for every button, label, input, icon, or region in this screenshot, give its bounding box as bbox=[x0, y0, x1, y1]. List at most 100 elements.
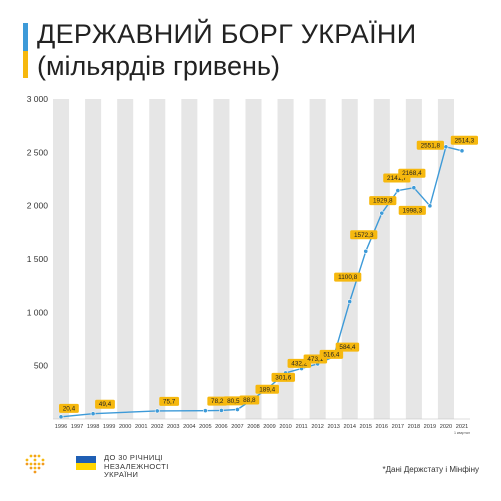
x-tick-label: 2018 bbox=[408, 424, 420, 430]
x-axis-note: 1 квартал bbox=[454, 431, 470, 435]
data-label: 2168,4 bbox=[402, 170, 422, 177]
logo-dot bbox=[33, 470, 37, 474]
x-tick-label: 2017 bbox=[392, 424, 404, 430]
data-label: 1100,8 bbox=[338, 274, 358, 281]
logo-dot bbox=[25, 458, 29, 462]
grid-stripe bbox=[277, 99, 294, 419]
x-tick-label: 2005 bbox=[199, 424, 211, 430]
data-label-bg bbox=[319, 349, 344, 359]
y-tick-label: 1 500 bbox=[27, 254, 49, 264]
data-label: 1998,3 bbox=[403, 207, 423, 214]
data-label-bg bbox=[239, 395, 260, 405]
data-label: 584,4 bbox=[339, 344, 355, 351]
y-tick-label: 1 000 bbox=[27, 307, 49, 317]
data-label: 88,8 bbox=[243, 397, 256, 404]
data-label-bg bbox=[271, 372, 296, 382]
anniversary-text: ДО 30 РІЧНИЦІ НЕЗАЛЕЖНОСТІ УКРАЇНИ bbox=[104, 453, 169, 480]
title-accent-yellow bbox=[23, 50, 28, 78]
x-tick-label: 2006 bbox=[215, 424, 227, 430]
data-point bbox=[379, 210, 385, 216]
data-point bbox=[58, 414, 64, 420]
grid-stripe bbox=[181, 99, 198, 419]
logo-dot bbox=[33, 458, 37, 462]
x-tick-label: 2001 bbox=[135, 424, 147, 430]
x-tick-label: 2011 bbox=[296, 424, 308, 430]
x-tick-label: 2020 bbox=[440, 424, 452, 430]
grid-stripe bbox=[117, 99, 134, 419]
data-label-bg bbox=[398, 168, 426, 178]
source-note: *Дані Держстату і Мінфіну bbox=[382, 465, 479, 474]
page-subtitle: (мільярдів гривень) bbox=[37, 51, 280, 81]
grid-stripe bbox=[245, 99, 262, 419]
x-tick-label: 2009 bbox=[263, 424, 275, 430]
data-label: 78,2 bbox=[211, 398, 224, 405]
x-tick-label: 2014 bbox=[343, 424, 355, 430]
logo-dot bbox=[41, 458, 45, 462]
x-tick-label: 2007 bbox=[231, 424, 243, 430]
logo-dot bbox=[33, 462, 37, 466]
x-tick-label: 2012 bbox=[311, 424, 323, 430]
x-tick-label: 2016 bbox=[376, 424, 388, 430]
flag-blue-stripe bbox=[76, 456, 96, 463]
grid-stripe bbox=[373, 99, 390, 419]
data-label: 432,2 bbox=[291, 360, 307, 367]
anniversary-line-1: ДО 30 РІЧНИЦІ bbox=[104, 453, 164, 462]
data-point bbox=[347, 299, 353, 304]
data-label-bg bbox=[223, 396, 244, 406]
logo-dot bbox=[37, 462, 41, 466]
data-label: 2551,8 bbox=[421, 142, 441, 149]
grid-stripe bbox=[149, 99, 166, 419]
data-label: 1929,8 bbox=[373, 198, 393, 205]
data-label: 516,4 bbox=[323, 351, 339, 358]
grid-stripe bbox=[53, 99, 70, 419]
grid-stripe bbox=[341, 99, 358, 419]
data-label: 2514,3 bbox=[455, 137, 475, 144]
data-label: 80,5 bbox=[227, 398, 240, 405]
x-tick-label: 1996 bbox=[55, 424, 67, 430]
y-tick-label: 500 bbox=[34, 361, 48, 371]
anniversary-line-3: УКРАЇНИ bbox=[104, 470, 139, 479]
logo-dot bbox=[25, 462, 29, 466]
logo-dot bbox=[37, 454, 41, 458]
data-label: 75,7 bbox=[163, 398, 176, 405]
data-label-bg bbox=[334, 272, 362, 282]
logo-dot bbox=[41, 462, 45, 466]
data-label: 473,1 bbox=[307, 356, 323, 363]
logo-dot bbox=[29, 454, 33, 458]
ukraine-flag-icon bbox=[76, 456, 96, 470]
data-label-bg bbox=[450, 135, 478, 145]
x-tick-label: 1999 bbox=[103, 424, 115, 430]
data-label-bg bbox=[159, 396, 180, 406]
data-label-bg bbox=[335, 342, 360, 352]
x-tick-label: 2008 bbox=[247, 424, 259, 430]
flag-yellow-stripe bbox=[76, 463, 96, 470]
title-accent-bar bbox=[23, 23, 28, 78]
data-label-bg bbox=[207, 396, 228, 406]
data-point bbox=[411, 185, 417, 191]
x-tick-label: 2019 bbox=[424, 424, 436, 430]
x-tick-label: 1998 bbox=[87, 424, 99, 430]
anniversary-line-2: НЕЗАЛЕЖНОСТІ bbox=[104, 461, 169, 471]
x-tick-label: 2010 bbox=[279, 424, 291, 430]
x-tick-label: 2003 bbox=[167, 424, 179, 430]
x-tick-label: 2021 bbox=[456, 424, 468, 430]
logo-dot bbox=[29, 462, 33, 466]
data-label: 189,4 bbox=[259, 386, 275, 393]
data-label: 1572,3 bbox=[354, 232, 374, 239]
data-label: 301,6 bbox=[275, 374, 291, 381]
logo-dot bbox=[29, 466, 33, 470]
x-tick-label: 2004 bbox=[183, 424, 195, 430]
title-accent-blue bbox=[23, 23, 28, 51]
y-tick-label: 3 000 bbox=[27, 94, 49, 104]
data-point bbox=[459, 148, 465, 154]
data-point bbox=[90, 411, 96, 417]
logo-dot bbox=[33, 454, 37, 458]
y-tick-label: 2 500 bbox=[27, 147, 49, 157]
data-label-bg bbox=[59, 403, 79, 413]
data-label: 49,4 bbox=[99, 401, 112, 408]
x-tick-label: 2015 bbox=[360, 424, 372, 430]
x-tick-label: 2002 bbox=[151, 424, 163, 430]
page-title: ДЕРЖАВНИЙ БОРГ УКРАЇНИ bbox=[37, 19, 417, 49]
data-point bbox=[219, 408, 224, 413]
